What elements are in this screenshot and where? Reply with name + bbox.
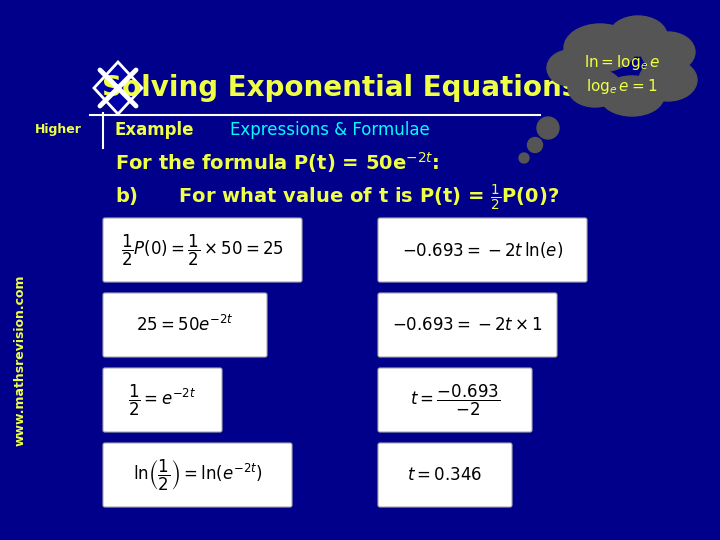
- Text: $\mathrm{ln} = \log_e e$: $\mathrm{ln} = \log_e e$: [584, 52, 660, 71]
- Text: $-0.693 = -2t\times 1$: $-0.693 = -2t\times 1$: [392, 316, 543, 334]
- Text: Higher: Higher: [35, 124, 82, 137]
- Circle shape: [537, 117, 559, 139]
- Text: $-0.693 = -2t\,\ln(e)$: $-0.693 = -2t\,\ln(e)$: [402, 240, 563, 260]
- Ellipse shape: [564, 24, 636, 72]
- FancyBboxPatch shape: [378, 368, 532, 432]
- Ellipse shape: [568, 69, 622, 107]
- Polygon shape: [94, 62, 142, 114]
- Text: $\dfrac{1}{2} = e^{-2t}$: $\dfrac{1}{2} = e^{-2t}$: [128, 382, 197, 417]
- Text: www.mathsrevision.com: www.mathsrevision.com: [14, 274, 27, 446]
- Text: $25 = 50e^{-2t}$: $25 = 50e^{-2t}$: [136, 315, 234, 335]
- FancyBboxPatch shape: [103, 368, 222, 432]
- Ellipse shape: [600, 76, 664, 116]
- Ellipse shape: [609, 16, 667, 56]
- FancyBboxPatch shape: [378, 293, 557, 357]
- Text: $t = 0.346$: $t = 0.346$: [408, 466, 482, 484]
- FancyBboxPatch shape: [378, 218, 587, 282]
- Text: For the formula P(t) = 50e$^{-2t}$:: For the formula P(t) = 50e$^{-2t}$:: [115, 151, 439, 176]
- FancyBboxPatch shape: [378, 443, 512, 507]
- Circle shape: [528, 138, 542, 152]
- FancyBboxPatch shape: [103, 218, 302, 282]
- Text: $t = \dfrac{-0.693}{-2}$: $t = \dfrac{-0.693}{-2}$: [410, 382, 500, 417]
- Ellipse shape: [639, 59, 697, 101]
- FancyBboxPatch shape: [103, 293, 267, 357]
- Text: b)      For what value of t is P(t) = $\frac{1}{2}$P(0)?: b) For what value of t is P(t) = $\frac{…: [115, 183, 559, 213]
- Text: Expressions & Formulae: Expressions & Formulae: [230, 121, 430, 139]
- Text: $\ln\!\left(\dfrac{1}{2}\right) = \ln\!\left(e^{-2t}\right)$: $\ln\!\left(\dfrac{1}{2}\right) = \ln\!\…: [132, 457, 262, 492]
- Text: Example: Example: [115, 121, 194, 139]
- Text: $\log_e e = 1$: $\log_e e = 1$: [586, 77, 657, 96]
- Circle shape: [519, 153, 529, 163]
- FancyBboxPatch shape: [103, 443, 292, 507]
- Ellipse shape: [547, 50, 593, 86]
- Text: $\dfrac{1}{2}P(0) = \dfrac{1}{2}\times 50 = 25$: $\dfrac{1}{2}P(0) = \dfrac{1}{2}\times 5…: [121, 232, 284, 268]
- Ellipse shape: [641, 32, 695, 72]
- Text: Solving Exponential Equations: Solving Exponential Equations: [102, 74, 578, 102]
